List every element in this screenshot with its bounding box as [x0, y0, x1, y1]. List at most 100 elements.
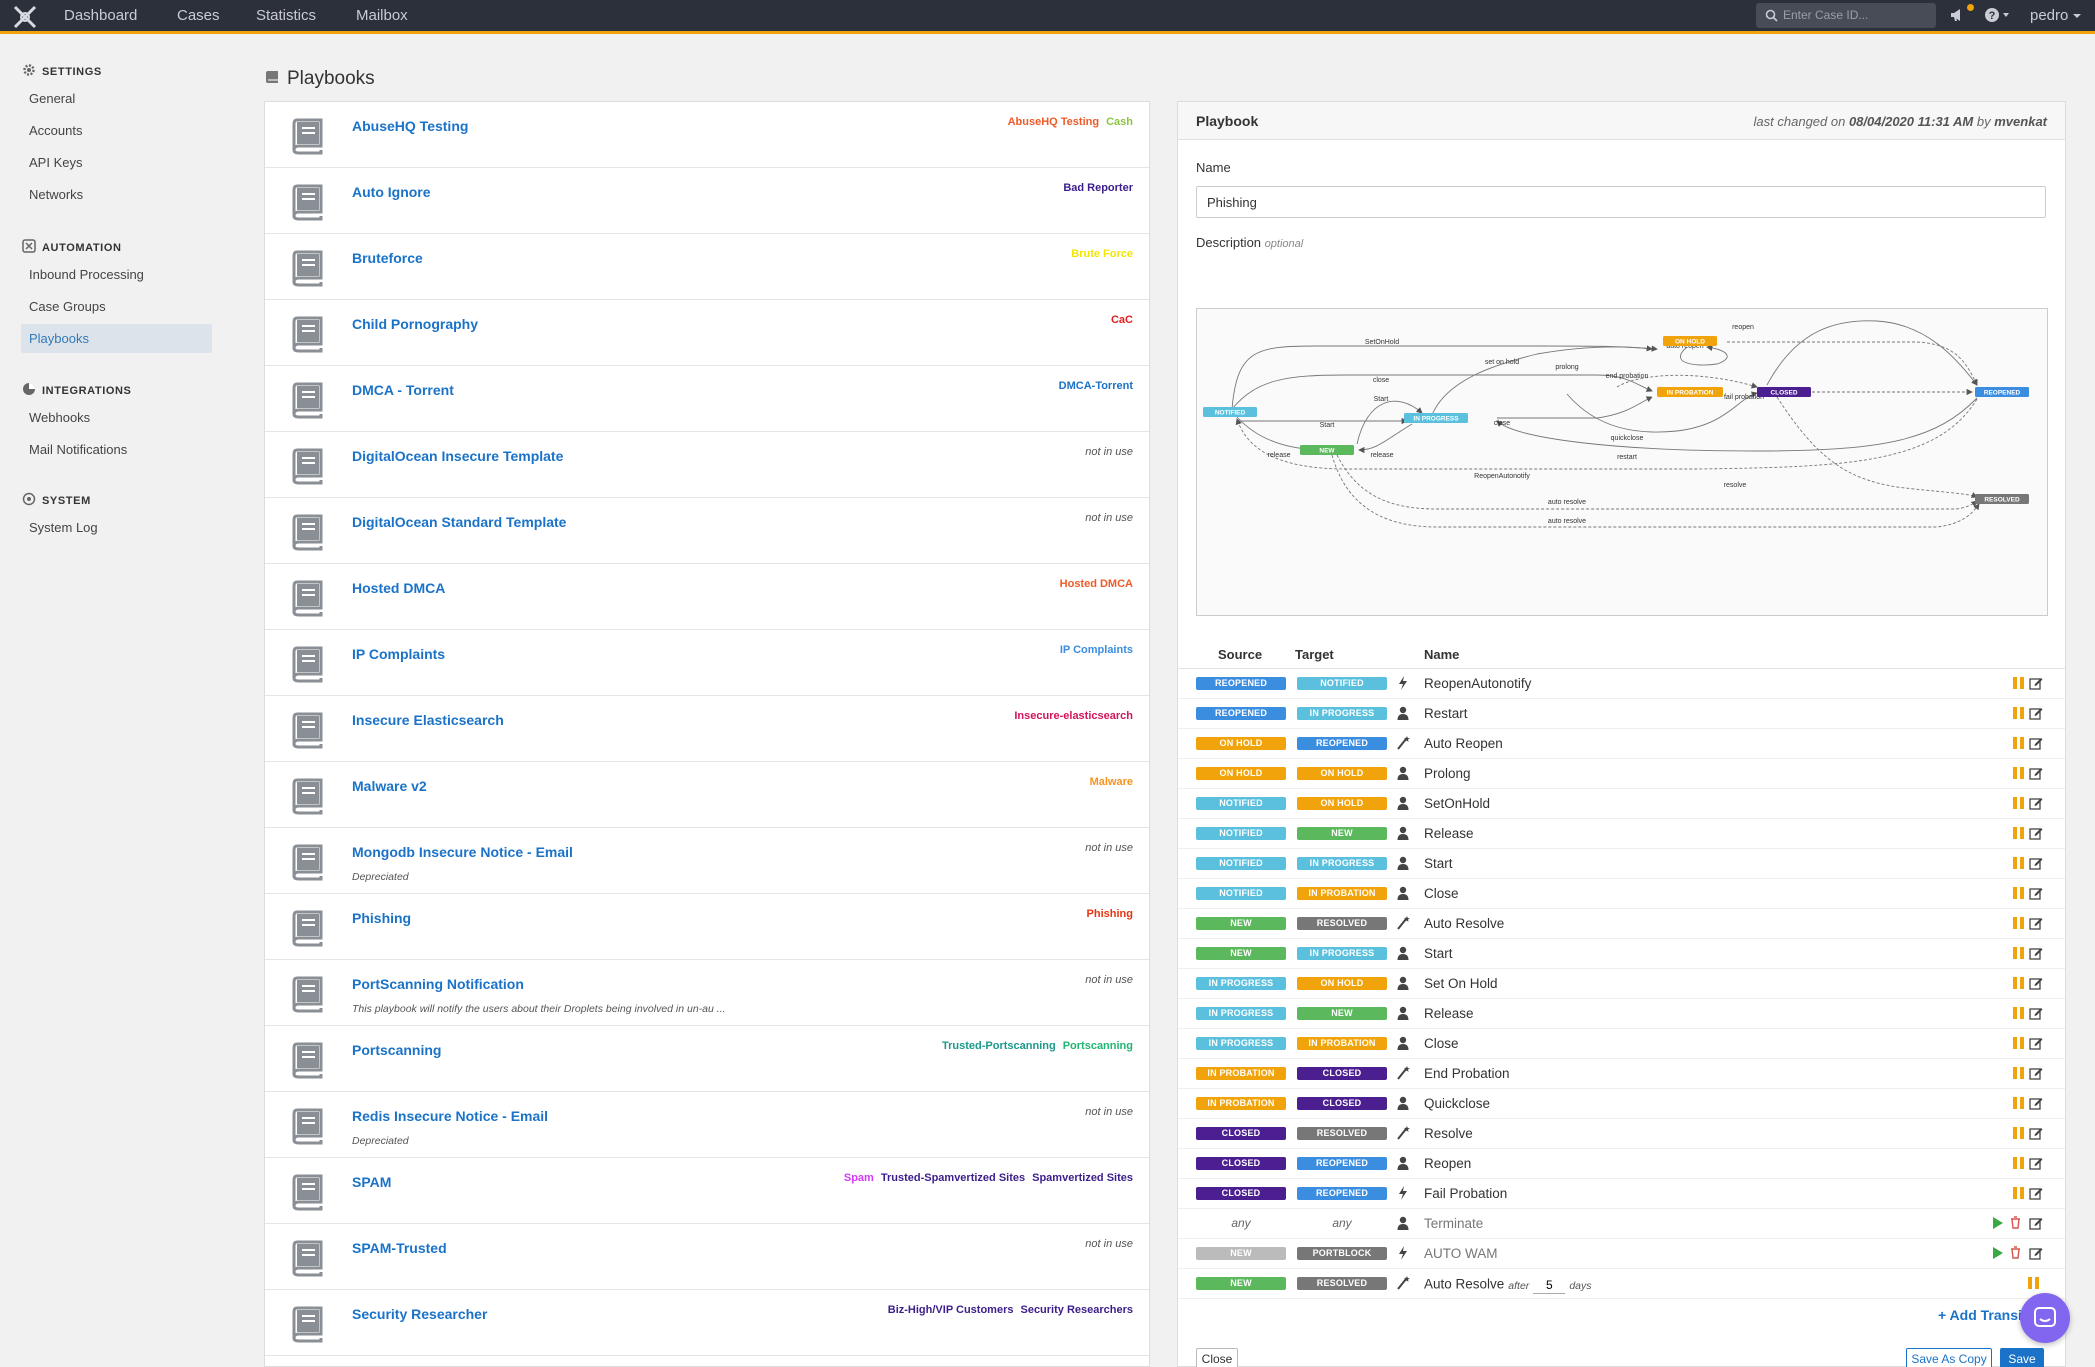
- playbook-row[interactable]: DigitalOcean Standard Template not in use: [265, 498, 1149, 564]
- playbook-name[interactable]: Malware v2: [352, 778, 427, 794]
- edit-icon[interactable]: [2029, 1036, 2043, 1050]
- playbook-name[interactable]: Child Pornography: [352, 316, 478, 332]
- sidebar-item-webhooks[interactable]: Webhooks: [29, 410, 91, 425]
- sidebar-item-playbooks[interactable]: Playbooks: [21, 324, 212, 353]
- pause-icon[interactable]: [2013, 767, 2024, 779]
- playbook-row[interactable]: SPAM Spam Trusted-Spamvertized Sites Spamve…: [265, 1158, 1149, 1224]
- playbook-name[interactable]: SPAM-Trusted: [352, 1240, 447, 1256]
- sidebar-item-general[interactable]: General: [29, 91, 76, 106]
- chat-widget-button[interactable]: [2020, 1293, 2070, 1343]
- playbook-row[interactable]: Auto Ignore Bad Reporter: [265, 168, 1149, 234]
- edit-icon[interactable]: [2029, 736, 2043, 750]
- playbook-name[interactable]: DigitalOcean Insecure Template: [352, 448, 564, 464]
- edit-icon[interactable]: [2029, 766, 2043, 780]
- search-input[interactable]: [1783, 6, 1928, 24]
- edit-icon[interactable]: [2029, 1126, 2043, 1140]
- edit-icon[interactable]: [2029, 1246, 2043, 1260]
- sidebar-item-case-groups[interactable]: Case Groups: [29, 299, 106, 314]
- play-icon[interactable]: [1992, 1247, 2003, 1259]
- playbook-name[interactable]: PortScanning Notification: [352, 976, 524, 992]
- playbook-name[interactable]: Portscanning: [352, 1042, 442, 1058]
- nav-dashboard[interactable]: Dashboard: [64, 7, 138, 24]
- pause-icon[interactable]: [2013, 857, 2024, 869]
- playbook-name[interactable]: AbuseHQ Testing: [352, 118, 469, 134]
- playbook-row[interactable]: PortScanning Notification This playbook w…: [265, 960, 1149, 1026]
- app-logo-icon[interactable]: [12, 5, 38, 29]
- edit-icon[interactable]: [2029, 796, 2043, 810]
- playbook-row[interactable]: DMCA - Torrent DMCA-Torrent: [265, 366, 1149, 432]
- playbook-row[interactable]: Child Pornography CaC: [265, 300, 1149, 366]
- playbook-row[interactable]: AbuseHQ Testing AbuseHQ Testing Cash: [265, 102, 1149, 168]
- help-icon[interactable]: ?: [1984, 7, 2010, 23]
- pause-icon[interactable]: [2013, 1097, 2024, 1109]
- edit-icon[interactable]: [2029, 856, 2043, 870]
- playbook-row[interactable]: Phishing Phishing: [265, 894, 1149, 960]
- pause-icon[interactable]: [2013, 827, 2024, 839]
- case-search[interactable]: [1756, 3, 1936, 28]
- user-menu[interactable]: pedro: [2030, 7, 2082, 24]
- pause-icon[interactable]: [2013, 707, 2024, 719]
- playbook-row[interactable]: Malware v2 Malware: [265, 762, 1149, 828]
- trash-icon[interactable]: [2010, 1246, 2021, 1259]
- save-button[interactable]: Save: [2000, 1348, 2044, 1367]
- playbook-row[interactable]: Redis Insecure Notice - Email Depreciated…: [265, 1092, 1149, 1158]
- edit-icon[interactable]: [2029, 676, 2043, 690]
- pause-icon[interactable]: [2013, 1187, 2024, 1199]
- edit-icon[interactable]: [2029, 1186, 2043, 1200]
- playbook-name-input[interactable]: [1196, 186, 2046, 218]
- auto-resolve-days-input[interactable]: [1533, 1276, 1566, 1294]
- playbook-name[interactable]: Insecure Elasticsearch: [352, 712, 504, 728]
- sidebar-item-api-keys[interactable]: API Keys: [29, 155, 83, 170]
- playbook-row[interactable]: IP Complaints IP Complaints: [265, 630, 1149, 696]
- playbook-name[interactable]: DigitalOcean Standard Template: [352, 514, 567, 530]
- playbook-row[interactable]: Bruteforce Brute Force: [265, 234, 1149, 300]
- sidebar-item-mail-notifications[interactable]: Mail Notifications: [29, 442, 128, 457]
- sidebar-item-inbound-processing[interactable]: Inbound Processing: [29, 267, 144, 282]
- play-icon[interactable]: [1992, 1217, 2003, 1229]
- playbook-row[interactable]: Security Researcher Biz-High/VIP Customer…: [265, 1290, 1149, 1356]
- playbook-name[interactable]: Hosted DMCA: [352, 580, 446, 596]
- pause-icon[interactable]: [2013, 917, 2024, 929]
- playbook-name[interactable]: Auto Ignore: [352, 184, 431, 200]
- pause-icon[interactable]: [2013, 1037, 2024, 1049]
- playbook-row[interactable]: Insecure Elasticsearch Insecure-elasticse…: [265, 696, 1149, 762]
- playbook-name[interactable]: Redis Insecure Notice - Email: [352, 1108, 549, 1124]
- playbook-name[interactable]: DMCA - Torrent: [352, 382, 454, 398]
- playbook-name[interactable]: Phishing: [352, 910, 412, 926]
- playbook-row[interactable]: Mongodb Insecure Notice - Email Depreciat…: [265, 828, 1149, 894]
- edit-icon[interactable]: [2029, 1216, 2043, 1230]
- playbook-row[interactable]: Portscanning Trusted-Portscanning Portscan…: [265, 1026, 1149, 1092]
- nav-cases[interactable]: Cases: [177, 7, 220, 24]
- pause-icon[interactable]: [2013, 737, 2024, 749]
- nav-mailbox[interactable]: Mailbox: [356, 7, 408, 24]
- pause-icon[interactable]: [2013, 1127, 2024, 1139]
- edit-icon[interactable]: [2029, 886, 2043, 900]
- edit-icon[interactable]: [2029, 916, 2043, 930]
- pause-icon[interactable]: [2013, 1157, 2024, 1169]
- edit-icon[interactable]: [2029, 826, 2043, 840]
- playbook-name[interactable]: SPAM: [352, 1174, 392, 1190]
- playbook-name[interactable]: IP Complaints: [352, 646, 446, 662]
- sidebar-item-networks[interactable]: Networks: [29, 187, 84, 202]
- pause-icon[interactable]: [2013, 1067, 2024, 1079]
- edit-icon[interactable]: [2029, 1066, 2043, 1080]
- edit-icon[interactable]: [2029, 1006, 2043, 1020]
- playbook-row[interactable]: DigitalOcean Insecure Template not in use: [265, 432, 1149, 498]
- pause-icon[interactable]: [2013, 887, 2024, 899]
- edit-icon[interactable]: [2029, 946, 2043, 960]
- close-button[interactable]: Close: [1196, 1348, 1238, 1367]
- pause-icon[interactable]: [2028, 1277, 2039, 1289]
- megaphone-icon[interactable]: [1949, 7, 1967, 23]
- trash-icon[interactable]: [2010, 1216, 2021, 1229]
- playbook-name[interactable]: Bruteforce: [352, 250, 423, 266]
- pause-icon[interactable]: [2013, 947, 2024, 959]
- edit-icon[interactable]: [2029, 976, 2043, 990]
- pause-icon[interactable]: [2013, 1007, 2024, 1019]
- edit-icon[interactable]: [2029, 706, 2043, 720]
- playbook-row[interactable]: Hosted DMCA Hosted DMCA: [265, 564, 1149, 630]
- playbook-name[interactable]: Mongodb Insecure Notice - Email: [352, 844, 573, 860]
- pause-icon[interactable]: [2013, 677, 2024, 689]
- save-as-copy-button[interactable]: Save As Copy: [1906, 1348, 1992, 1367]
- sidebar-item-accounts[interactable]: Accounts: [29, 123, 83, 138]
- edit-icon[interactable]: [2029, 1156, 2043, 1170]
